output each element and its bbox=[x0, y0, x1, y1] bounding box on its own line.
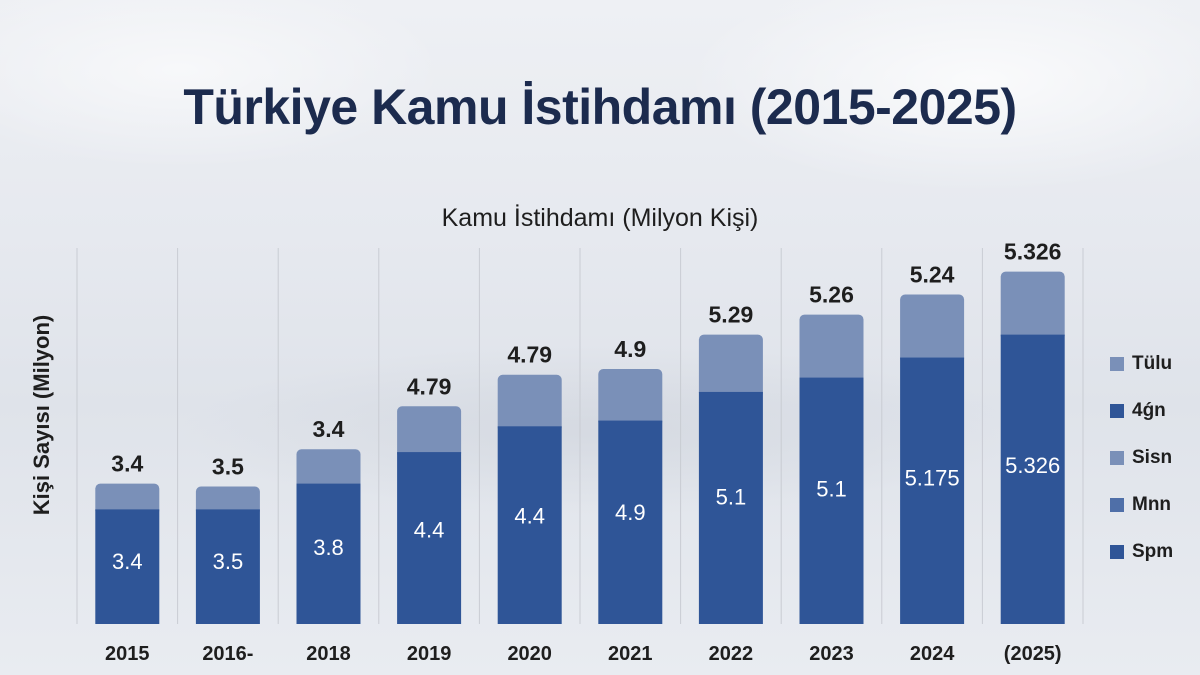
legend-label: Sisn bbox=[1132, 446, 1173, 468]
legend-label: Spm bbox=[1132, 540, 1174, 562]
bar-total-label: 3.4 bbox=[313, 416, 345, 442]
legend-item: Mnn bbox=[1110, 481, 1195, 528]
chart-title: Türkiye Kamu İstihdamı (2015-2025) bbox=[183, 79, 1017, 135]
bar-value-label: 3.8 bbox=[313, 535, 344, 560]
legend-label: Tülu bbox=[1132, 352, 1173, 374]
bar-value-label: 5.326 bbox=[1005, 453, 1060, 478]
bar-segment-upper bbox=[598, 369, 663, 427]
bar-value-label: 5.175 bbox=[905, 465, 960, 490]
x-tick-label: 2021 bbox=[608, 643, 653, 665]
bar-total-label: 4.9 bbox=[614, 336, 646, 362]
x-tick-label: 2015 bbox=[105, 643, 150, 665]
x-tick-label: 2024 bbox=[910, 643, 955, 665]
x-tick-label: 2018 bbox=[306, 643, 351, 665]
bar-segment-lower bbox=[698, 391, 763, 624]
bar-value-label: 4.4 bbox=[514, 503, 545, 528]
bar-segment-upper bbox=[95, 483, 160, 516]
bar-total-label: 3.5 bbox=[212, 453, 244, 479]
bar-segment-upper bbox=[1000, 271, 1065, 341]
bar-value-label: 3.5 bbox=[213, 549, 244, 574]
bar-total-label: 5.326 bbox=[1004, 239, 1062, 265]
legend-item: Sisn bbox=[1110, 434, 1195, 481]
x-tick-label: 2016- bbox=[202, 643, 253, 665]
bar-value-label: 4.9 bbox=[615, 500, 646, 525]
bar-segment-lower bbox=[598, 420, 663, 624]
bar-segment-lower bbox=[95, 509, 160, 624]
bar-segment-lower bbox=[900, 357, 965, 624]
bar-segment-upper bbox=[296, 449, 361, 490]
bar-total-label: 5.24 bbox=[910, 262, 955, 288]
bar-segment-lower bbox=[1000, 334, 1065, 624]
legend-item: Tülu bbox=[1110, 340, 1195, 387]
legend-swatch bbox=[1110, 403, 1124, 418]
legend-item: Spm bbox=[1110, 528, 1195, 575]
bar-segment-upper bbox=[799, 314, 864, 384]
bar-value-label: 5.1 bbox=[816, 476, 847, 501]
bar-segment-lower bbox=[397, 452, 462, 624]
chart-subtitle: Kamu İstihdamı (Milyon Kişi) bbox=[441, 204, 759, 232]
bar-total-label: 4.79 bbox=[507, 342, 552, 368]
x-tick-label: 2020 bbox=[507, 643, 552, 665]
bar-segment-lower bbox=[296, 483, 361, 624]
bar-segment-upper bbox=[900, 294, 965, 364]
legend-swatch bbox=[1110, 544, 1124, 559]
bar-segment-upper bbox=[698, 334, 763, 398]
x-tick-label: 2023 bbox=[809, 643, 854, 665]
bar-segment-upper bbox=[397, 406, 462, 459]
x-tick-label: (2025) bbox=[1004, 643, 1062, 665]
bar-segment-lower bbox=[195, 509, 260, 624]
bar-total-label: 3.4 bbox=[111, 451, 143, 477]
legend-item: 4ǵn bbox=[1110, 387, 1195, 434]
bar-segment-upper bbox=[497, 374, 562, 433]
x-tick-label: 2019 bbox=[407, 643, 452, 665]
bar-segment-upper bbox=[195, 486, 260, 516]
bar-total-label: 4.79 bbox=[407, 373, 452, 399]
x-tick-label: 2022 bbox=[709, 643, 754, 665]
bar-value-label: 4.4 bbox=[414, 517, 445, 542]
bar-total-label: 5.29 bbox=[709, 302, 754, 328]
legend-label: 4ǵn bbox=[1132, 399, 1166, 421]
bar-value-label: 5.1 bbox=[716, 484, 747, 509]
bar-segment-lower bbox=[799, 377, 864, 624]
bar-value-label: 3.4 bbox=[112, 549, 143, 574]
legend: Tülu 4ǵn Sisn Mnn Spm bbox=[1110, 340, 1195, 575]
legend-swatch bbox=[1110, 497, 1124, 512]
legend-swatch bbox=[1110, 356, 1124, 371]
legend-swatch bbox=[1110, 450, 1124, 465]
bar-total-label: 5.26 bbox=[809, 282, 854, 308]
bar-segment-lower bbox=[497, 426, 562, 624]
legend-label: Mnn bbox=[1132, 493, 1172, 515]
